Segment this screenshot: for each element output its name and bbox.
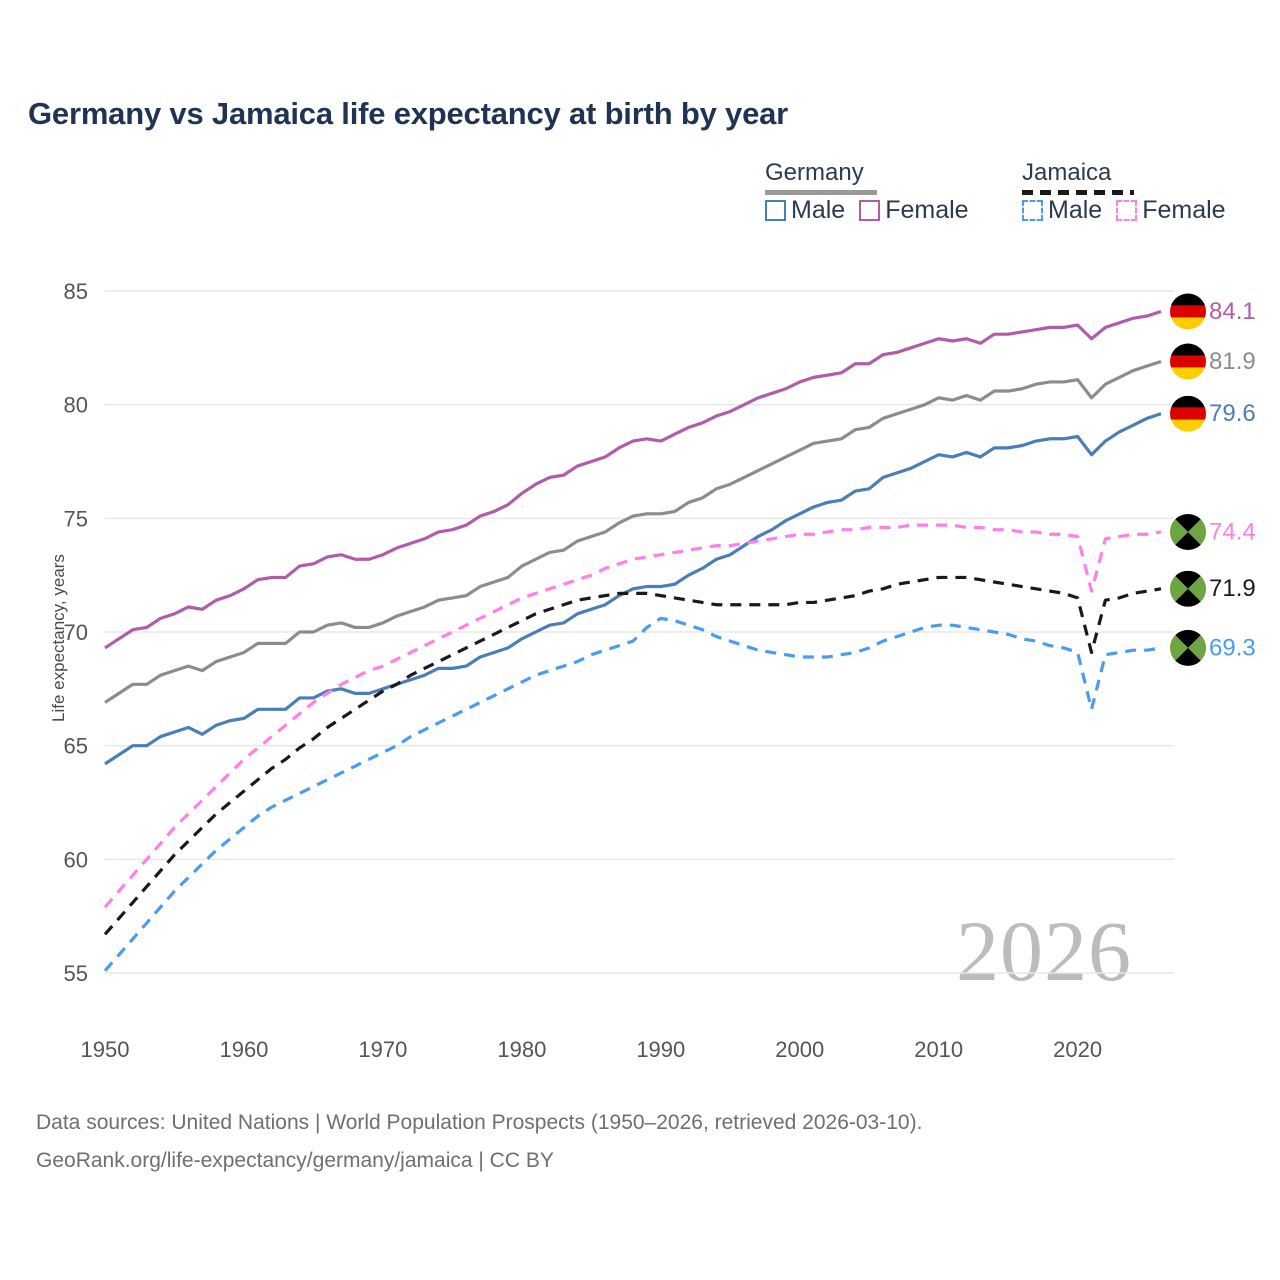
end-value-germany-total: 81.9 <box>1209 348 1256 375</box>
y-tick-60: 60 <box>64 847 88 872</box>
legend-swatch-jamaica-male-icon <box>1022 200 1043 221</box>
series-line-jamaica-male <box>103 616 1162 972</box>
y-tick-75: 75 <box>64 506 88 531</box>
chart-svg: 55 60 65 70 75 80 85 1950 1960 1970 1980 1990 2000 2… <box>64 279 1256 1060</box>
footer-line-2: GeoRank.org/life-expectancy/germany/jama… <box>36 1149 554 1172</box>
legend-items-germany: Male Female <box>765 196 969 225</box>
plot-area: Life expectancy, years 2026 55 60 65 70 75 80… <box>49 279 1256 1060</box>
x-tick-1980: 1980 <box>497 1037 546 1060</box>
footer-credits: Data sources: United Nations | World Pop… <box>36 1104 922 1180</box>
end-marker-germany-female: 84.1 <box>1170 293 1256 330</box>
end-marker-jamaica-total: 71.9 <box>1170 570 1256 607</box>
series-layer <box>103 309 1162 972</box>
series-line-jamaica-female <box>103 523 1162 909</box>
y-tick-labels: 55 60 65 70 75 80 85 <box>64 279 88 986</box>
legend-swatch-germany-female-icon <box>859 200 881 221</box>
y-tick-65: 65 <box>64 734 88 759</box>
series-line-germany-total <box>104 359 1162 704</box>
x-tick-2000: 2000 <box>775 1037 824 1060</box>
year-watermark: 2026 <box>956 903 1132 999</box>
end-value-jamaica-male: 69.3 <box>1209 634 1256 661</box>
legend-item-jamaica-female-label: Female <box>1142 196 1226 224</box>
end-marker-jamaica-female: 74.4 <box>1170 513 1256 550</box>
legend-item-jamaica-male[interactable]: Male <box>1022 196 1102 225</box>
series-line-germany-female <box>104 309 1162 650</box>
legend-item-jamaica-female[interactable]: Female <box>1116 196 1226 225</box>
end-value-jamaica-female: 74.4 <box>1209 518 1256 545</box>
x-tick-2010: 2010 <box>914 1037 963 1060</box>
legend-items-jamaica: Male Female <box>1022 196 1226 225</box>
series-line-jamaica-total <box>103 575 1162 936</box>
y-tick-55: 55 <box>64 961 88 986</box>
legend-swatch-germany-male-icon <box>765 200 786 221</box>
legend-group-jamaica: Jamaica Male Female <box>1022 159 1226 224</box>
legend-group-germany-title: Germany <box>765 159 864 186</box>
legend-item-germany-female[interactable]: Female <box>859 196 969 225</box>
y-tick-70: 70 <box>64 620 88 645</box>
legend-rule-jamaica <box>1022 190 1134 195</box>
end-marker-germany-male: 79.6 <box>1170 395 1256 432</box>
legend-item-germany-female-label: Female <box>885 196 969 224</box>
x-tick-1960: 1960 <box>219 1037 268 1060</box>
y-tick-85: 85 <box>64 279 88 304</box>
legend-item-germany-male-label: Male <box>791 196 846 224</box>
page-title: Germany vs Jamaica life expectancy at bi… <box>28 96 789 131</box>
x-tick-2020: 2020 <box>1053 1037 1102 1060</box>
end-value-jamaica-total: 71.9 <box>1209 575 1256 602</box>
end-markers-layer: 84.1 81.9 79.6 74.4 71.9 69.3 <box>1170 293 1256 666</box>
x-tick-1950: 1950 <box>81 1037 130 1060</box>
footer-line-1: Data sources: United Nations | World Pop… <box>36 1111 923 1134</box>
gridlines <box>105 290 1174 974</box>
legend-item-jamaica-male-label: Male <box>1048 196 1103 224</box>
end-marker-germany-total: 81.9 <box>1170 343 1256 380</box>
end-value-germany-male: 79.6 <box>1209 400 1256 427</box>
legend-swatch-jamaica-female-icon <box>1116 200 1138 221</box>
x-tick-1970: 1970 <box>358 1037 407 1060</box>
legend-group-jamaica-title: Jamaica <box>1022 159 1112 186</box>
end-marker-jamaica-male: 69.3 <box>1170 629 1256 666</box>
end-value-germany-female: 84.1 <box>1209 298 1256 325</box>
x-tick-labels: 1950 1960 1970 1980 1990 2000 2010 2020 <box>81 1037 1103 1060</box>
x-tick-1990: 1990 <box>636 1037 685 1060</box>
y-tick-80: 80 <box>64 393 88 418</box>
legend-group-germany: Germany Male Female <box>765 159 969 224</box>
legend-rule-germany <box>765 190 877 195</box>
chart-legend: Germany Male Female Jamaica Male <box>760 160 1260 242</box>
series-line-germany-male <box>104 412 1162 766</box>
legend-item-germany-male[interactable]: Male <box>765 196 845 225</box>
